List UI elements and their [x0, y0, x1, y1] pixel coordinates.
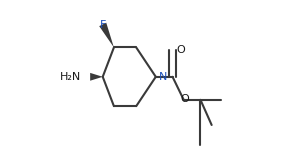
- Text: F: F: [99, 20, 106, 30]
- Text: N: N: [159, 72, 167, 82]
- Polygon shape: [99, 23, 114, 47]
- Text: O: O: [176, 45, 185, 55]
- Text: H₂N: H₂N: [60, 72, 81, 82]
- Text: O: O: [180, 94, 189, 104]
- Polygon shape: [90, 73, 103, 81]
